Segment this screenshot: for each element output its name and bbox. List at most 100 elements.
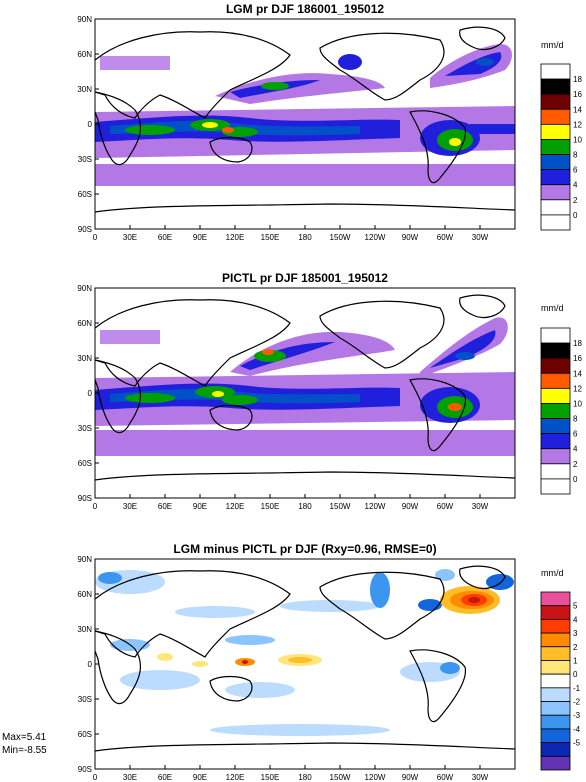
lon-tick-label-pictl: 60E xyxy=(158,502,172,511)
colorbar-swatch-lgm xyxy=(540,63,571,80)
colorbar-label-lgm: 14 xyxy=(573,105,582,114)
colorbar-swatch-diff xyxy=(540,701,571,716)
colorbar-swatch-diff xyxy=(540,687,571,702)
lon-tick-label-lgm: 180 xyxy=(298,233,312,242)
colorbar-label-diff: 0 xyxy=(573,670,578,679)
lon-tick-label-pictl: 120E xyxy=(226,502,245,511)
units-label-diff: mm/d xyxy=(541,568,564,578)
colorbar-swatch-diff xyxy=(540,673,571,689)
colorbar-label-diff: 5 xyxy=(573,602,578,611)
colorbar-label-pictl: 14 xyxy=(573,369,582,378)
colorbar-swatch-diff xyxy=(540,742,571,757)
lon-tick-label-pictl: 90W xyxy=(402,502,419,511)
panel-title-lgm: LGM pr DJF 186001_195012 xyxy=(226,2,384,16)
lat-tick-label-diff: 90S xyxy=(78,765,92,774)
colorbar-swatch-lgm xyxy=(540,139,571,155)
colorbar-swatch-diff xyxy=(540,646,571,661)
colorbar-label-pictl: 0 xyxy=(573,475,578,484)
lon-tick-label-pictl: 150E xyxy=(261,502,280,511)
precip-field-lgm xyxy=(95,19,515,229)
colorbar-swatch-lgm xyxy=(540,108,571,125)
precip-field-diff xyxy=(95,559,515,769)
colorbar-label-lgm: 18 xyxy=(573,75,582,84)
lon-tick-label-diff: 90W xyxy=(402,773,419,782)
max-stat: Max=5.41 xyxy=(2,732,47,743)
lat-tick-label-diff: 0 xyxy=(88,660,93,669)
lat-tick-label-diff: 60S xyxy=(78,730,92,739)
colorbar-swatch-pictl xyxy=(540,372,571,389)
colorbar-swatch-diff xyxy=(540,605,571,620)
colorbar-label-lgm: 6 xyxy=(573,166,578,175)
lon-tick-label-diff: 150W xyxy=(330,773,351,782)
colorbar-label-diff: 4 xyxy=(573,615,578,624)
southern-ocean-band xyxy=(95,430,515,456)
lon-tick-label-lgm: 0 xyxy=(93,233,98,242)
colorbar-label-pictl: 6 xyxy=(573,430,578,439)
colorbar-label-pictl: 2 xyxy=(573,460,578,469)
colorbar-label-pictl: 10 xyxy=(573,399,582,408)
colorbar-label-lgm: 12 xyxy=(573,120,582,129)
lat-tick-label-pictl: 30S xyxy=(78,424,92,433)
colorbar-label-lgm: 4 xyxy=(573,181,578,190)
lon-tick-label-diff: 60E xyxy=(158,773,172,782)
colorbar-swatch-lgm xyxy=(540,154,571,171)
colorbar-label-diff: 3 xyxy=(573,629,578,638)
lon-tick-label-pictl: 60W xyxy=(437,502,454,511)
lat-tick-label-diff: 30N xyxy=(77,625,92,634)
colorbar-swatch-pictl xyxy=(540,433,571,450)
lat-tick-label-lgm: 30N xyxy=(77,85,92,94)
lat-tick-label-lgm: 0 xyxy=(88,120,93,129)
lat-tick-label-pictl: 60S xyxy=(78,459,92,468)
colorbar-label-lgm: 10 xyxy=(573,135,582,144)
lon-tick-label-diff: 120W xyxy=(365,773,386,782)
colorbar-swatch-diff xyxy=(540,618,571,634)
colorbar-label-pictl: 8 xyxy=(573,415,578,424)
lat-tick-label-lgm: 90S xyxy=(78,225,92,234)
colorbar-label-diff: -3 xyxy=(573,711,581,720)
lon-tick-label-lgm: 90W xyxy=(402,233,419,242)
lon-tick-label-lgm: 30W xyxy=(472,233,489,242)
lon-tick-label-pictl: 30W xyxy=(472,502,489,511)
units-label-pictl: mm/d xyxy=(541,303,564,313)
colorbar-swatch-pictl xyxy=(540,387,571,404)
precip-field-pictl xyxy=(95,288,515,498)
colorbar-swatch-lgm xyxy=(540,78,571,95)
colorbar-label-pictl: 12 xyxy=(573,384,582,393)
lon-tick-label-lgm: 120E xyxy=(226,233,245,242)
colorbar-swatch-lgm xyxy=(540,199,571,216)
colorbar-swatch-lgm xyxy=(540,214,571,231)
colorbar-swatch-pictl xyxy=(540,418,571,435)
colorbar-swatch-diff xyxy=(540,755,571,771)
lat-tick-label-diff: 30S xyxy=(78,695,92,704)
min-stat: Min=-8.55 xyxy=(2,745,47,756)
lon-tick-label-lgm: 60W xyxy=(437,233,454,242)
panel-title-diff: LGM minus PICTL pr DJF (Rxy=0.96, RMSE=0… xyxy=(173,542,436,556)
lon-tick-label-lgm: 150E xyxy=(261,233,280,242)
colorbar-layer: 181614121086420181614121086420543210-1-2… xyxy=(540,63,582,771)
colorbar-label-pictl: 16 xyxy=(573,354,582,363)
colorbar-label-lgm: 2 xyxy=(573,196,578,205)
lat-tick-label-pictl: 60N xyxy=(77,319,92,328)
lat-tick-label-lgm: 60S xyxy=(78,190,92,199)
colorbar-label-diff: 2 xyxy=(573,643,578,652)
lon-tick-label-lgm: 30E xyxy=(123,233,137,242)
lat-tick-label-pictl: 0 xyxy=(88,389,93,398)
lat-tick-label-diff: 90N xyxy=(77,555,92,564)
lon-tick-label-pictl: 180 xyxy=(298,502,312,511)
lon-tick-label-diff: 90E xyxy=(193,773,207,782)
lon-tick-label-diff: 60W xyxy=(437,773,454,782)
colorbar-label-pictl: 4 xyxy=(573,445,578,454)
lon-tick-label-diff: 150E xyxy=(261,773,280,782)
colorbar-swatch-pictl xyxy=(540,403,571,419)
lon-tick-label-pictl: 120W xyxy=(365,502,386,511)
lon-tick-label-diff: 180 xyxy=(298,773,312,782)
lon-tick-label-lgm: 120W xyxy=(365,233,386,242)
colorbar-swatch-diff xyxy=(540,660,571,675)
lat-tick-label-lgm: 60N xyxy=(77,50,92,59)
lat-tick-label-lgm: 90N xyxy=(77,15,92,24)
colorbar-label-lgm: 0 xyxy=(573,211,578,220)
colorbar-swatch-diff xyxy=(540,591,571,607)
colorbar-label-diff: -1 xyxy=(573,684,581,693)
colorbar-label-diff: -5 xyxy=(573,739,581,748)
